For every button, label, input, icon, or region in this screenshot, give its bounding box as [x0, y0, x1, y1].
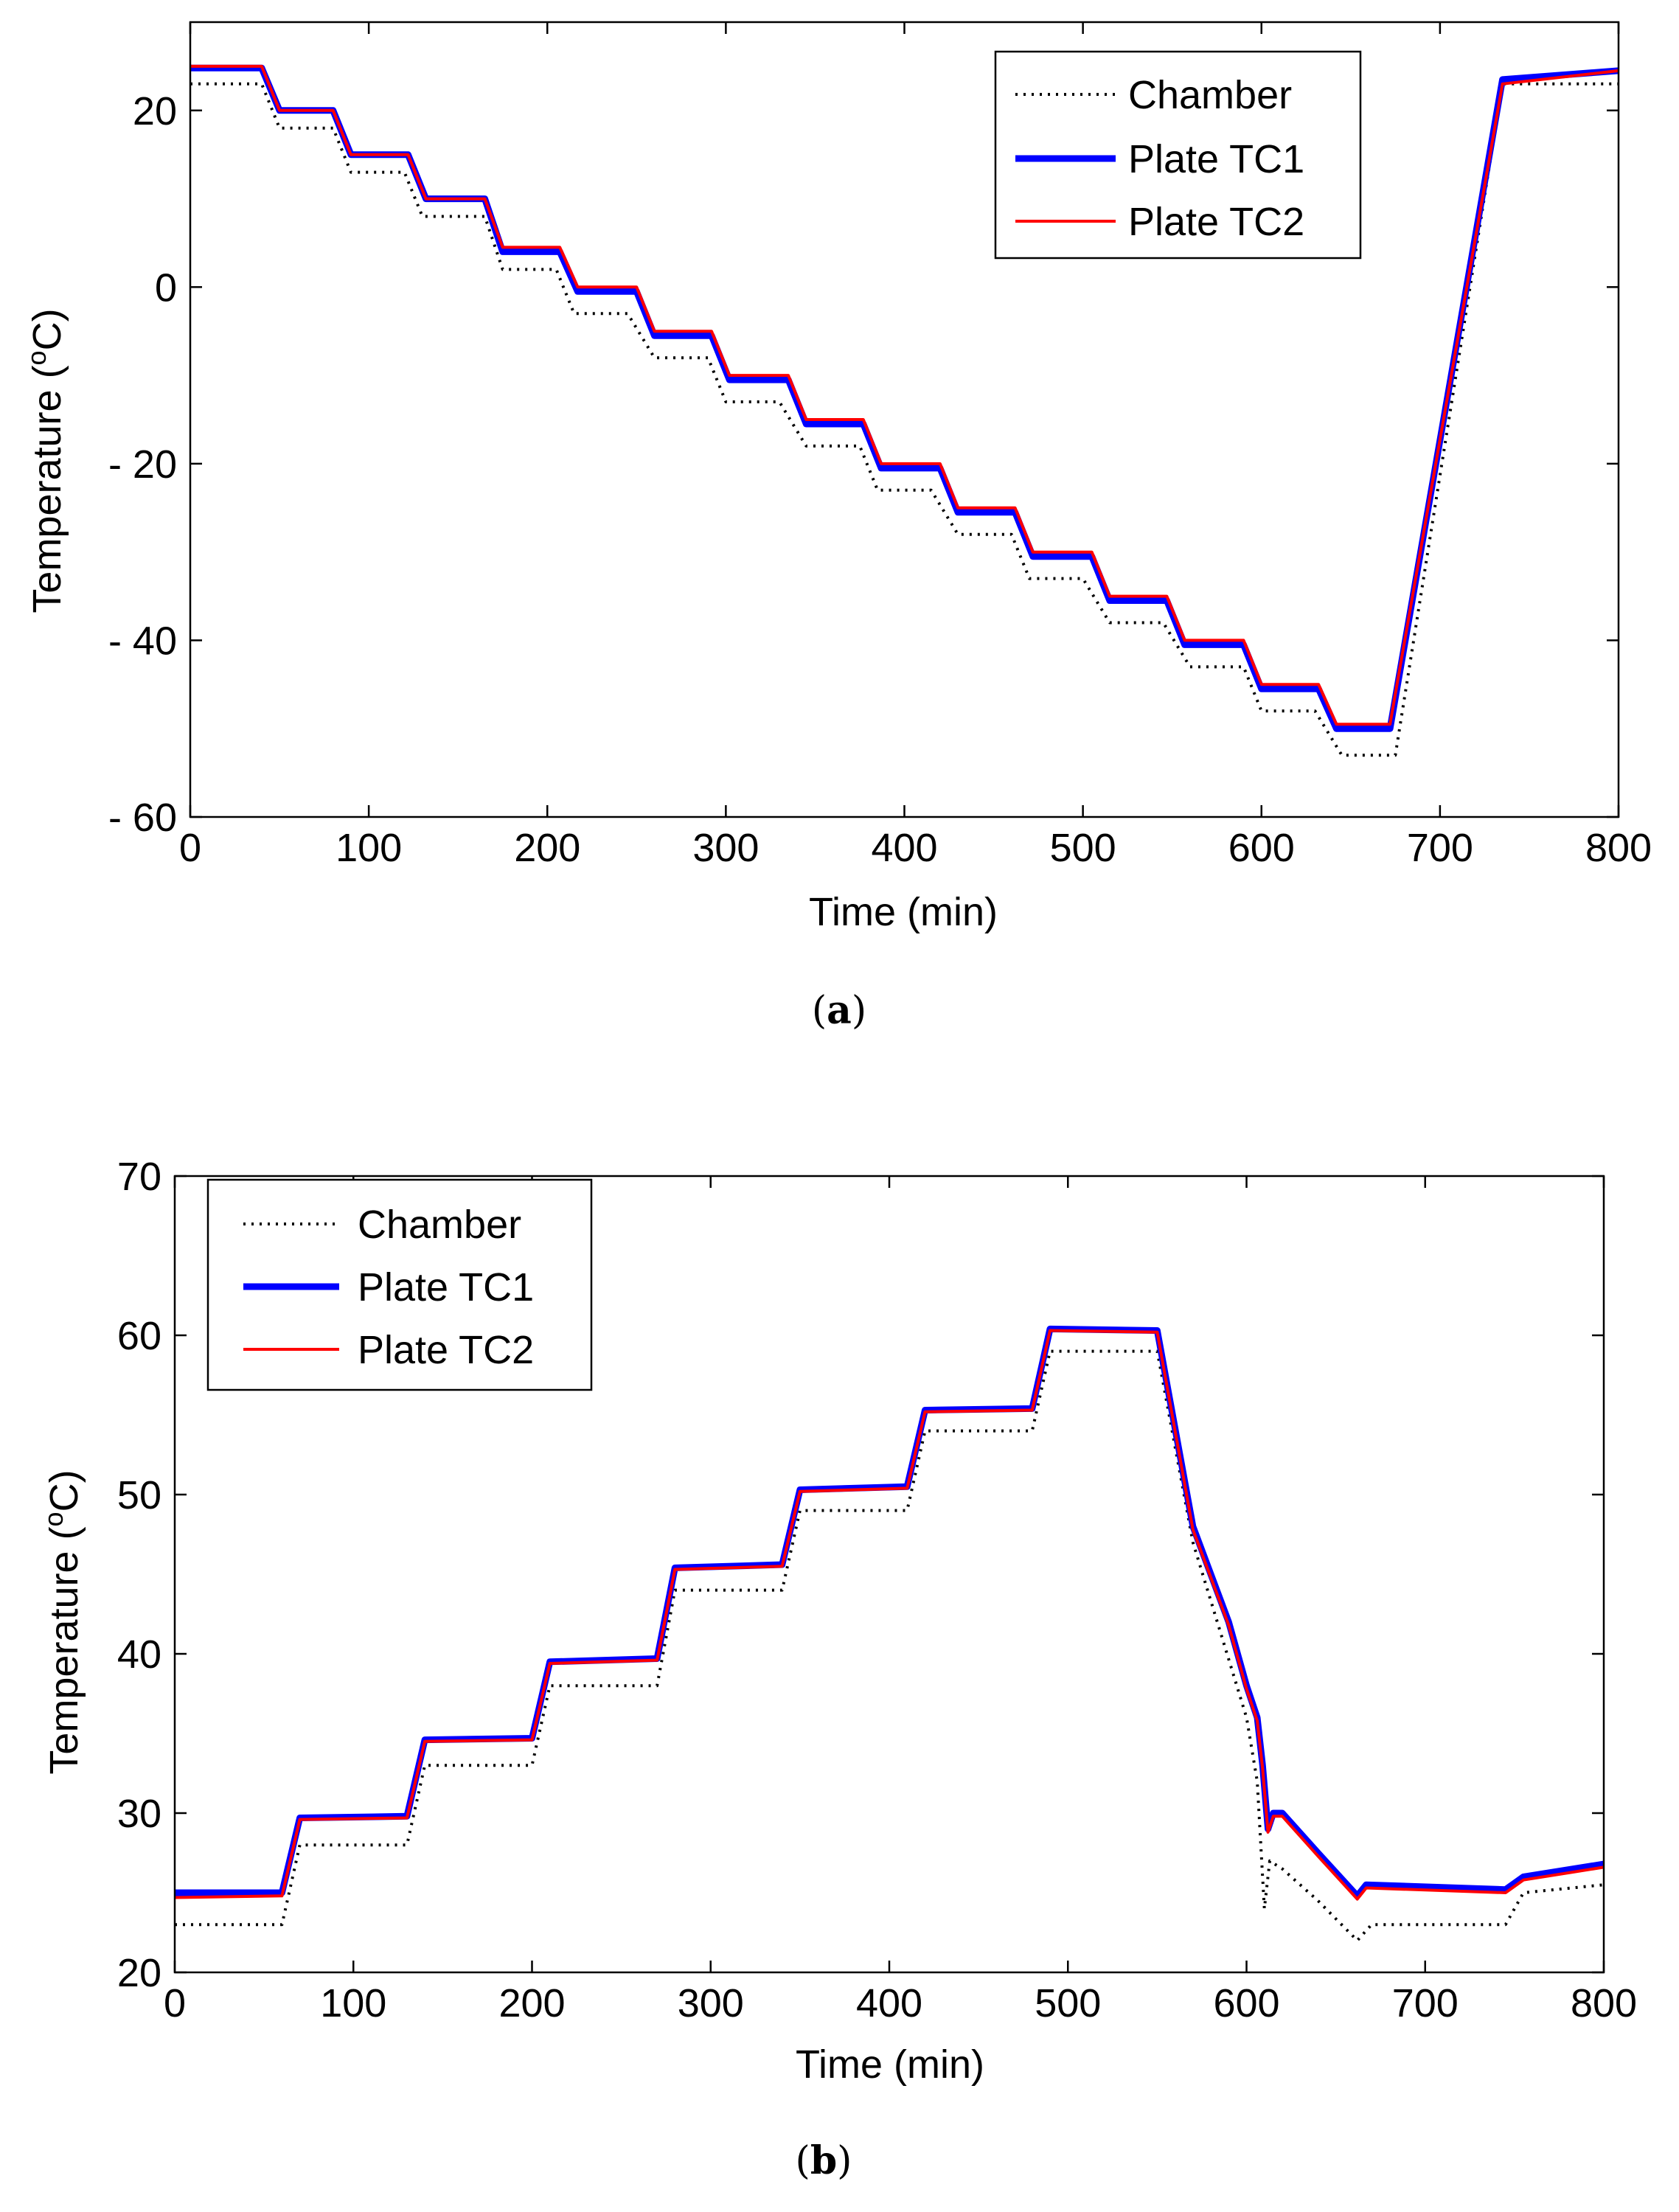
legend-box — [994, 50, 1362, 260]
y-axis-label-text: Temperature ( — [25, 365, 69, 613]
caption-a: (a) — [811, 988, 867, 1033]
y-tick-label: - 20 — [108, 442, 177, 487]
y-tick-label: 30 — [117, 1792, 161, 1836]
x-tick-label: 500 — [1050, 826, 1116, 870]
legend-label-chamber: Chamber — [1128, 73, 1292, 117]
y-tick-label: 60 — [117, 1314, 161, 1358]
y-axis-label-unit: C) — [25, 308, 69, 350]
x-tick-label: 700 — [1407, 826, 1473, 870]
legend: Chamber Plate TC1 Plate TC2 — [994, 50, 1362, 260]
y-axis-label-sup: o — [38, 1512, 69, 1526]
legend-label-plate-tc1: Plate TC1 — [1128, 137, 1304, 181]
caption-b: (b) — [795, 2138, 852, 2183]
series-line-plate-tc1 — [190, 64, 1619, 732]
y-tick-label: 40 — [117, 1632, 161, 1677]
chart-b: Temperature (oC) Time (min) 0 100 200 300 40… — [38, 1155, 1637, 2087]
legend-label-chamber: Chamber — [358, 1203, 521, 1247]
y-axis-label-text: Temperature ( — [42, 1526, 86, 1774]
caption-b-letter: b — [810, 2138, 838, 2183]
x-tick-label: 400 — [856, 1981, 922, 2025]
caption-a-letter: a — [827, 988, 852, 1033]
legend-label-plate-tc1: Plate TC1 — [358, 1265, 534, 1310]
x-tick-label: 600 — [1213, 1981, 1279, 2025]
y-tick-label: 20 — [133, 89, 177, 133]
x-tick-label: 200 — [498, 1981, 565, 2025]
y-tick-label: 70 — [117, 1155, 161, 1199]
x-tick-label: 800 — [1585, 826, 1652, 870]
y-tick-label: - 40 — [108, 619, 177, 663]
y-tick-label: 0 — [155, 265, 177, 310]
y-tick-label: 20 — [117, 1951, 161, 1995]
x-tick-label: 100 — [336, 826, 402, 870]
legend-label-plate-tc2: Plate TC2 — [1128, 200, 1304, 244]
y-axis-label-unit: C) — [42, 1470, 86, 1512]
x-tick-label: 400 — [871, 826, 937, 870]
series-line-plate-tc1 — [175, 1325, 1605, 1899]
legend-label-plate-tc2: Plate TC2 — [358, 1328, 534, 1372]
series-line-plate-tc2 — [190, 64, 1619, 726]
x-tick-label: 700 — [1392, 1981, 1459, 2025]
x-tick-label: 200 — [514, 826, 580, 870]
x-tick-label: 0 — [164, 1981, 186, 2025]
x-tick-label: 0 — [179, 826, 201, 870]
chart-a: Temperature (oC) Time (min) 0 100 200 300 40… — [21, 21, 1652, 934]
y-tick-label: 50 — [117, 1473, 161, 1517]
y-axis-label-sup: o — [21, 350, 52, 365]
legend: Chamber Plate TC1 Plate TC2 — [206, 1178, 593, 1391]
y-axis-label: Temperature (oC) — [21, 308, 69, 613]
y-axis-label: Temperature (oC) — [38, 1470, 86, 1774]
y-tick-label: - 60 — [108, 796, 177, 840]
x-tick-label: 500 — [1035, 1981, 1101, 2025]
x-axis-label: Time (min) — [796, 2042, 984, 2087]
x-tick-label: 800 — [1571, 1981, 1637, 2025]
x-tick-label: 300 — [678, 1981, 744, 2025]
x-tick-label: 100 — [320, 1981, 386, 2025]
x-tick-label: 300 — [692, 826, 759, 870]
series-line-chamber — [175, 1349, 1605, 1942]
x-tick-label: 600 — [1228, 826, 1295, 870]
x-axis-label: Time (min) — [809, 890, 998, 934]
series-line-plate-tc2 — [174, 1329, 1605, 1901]
